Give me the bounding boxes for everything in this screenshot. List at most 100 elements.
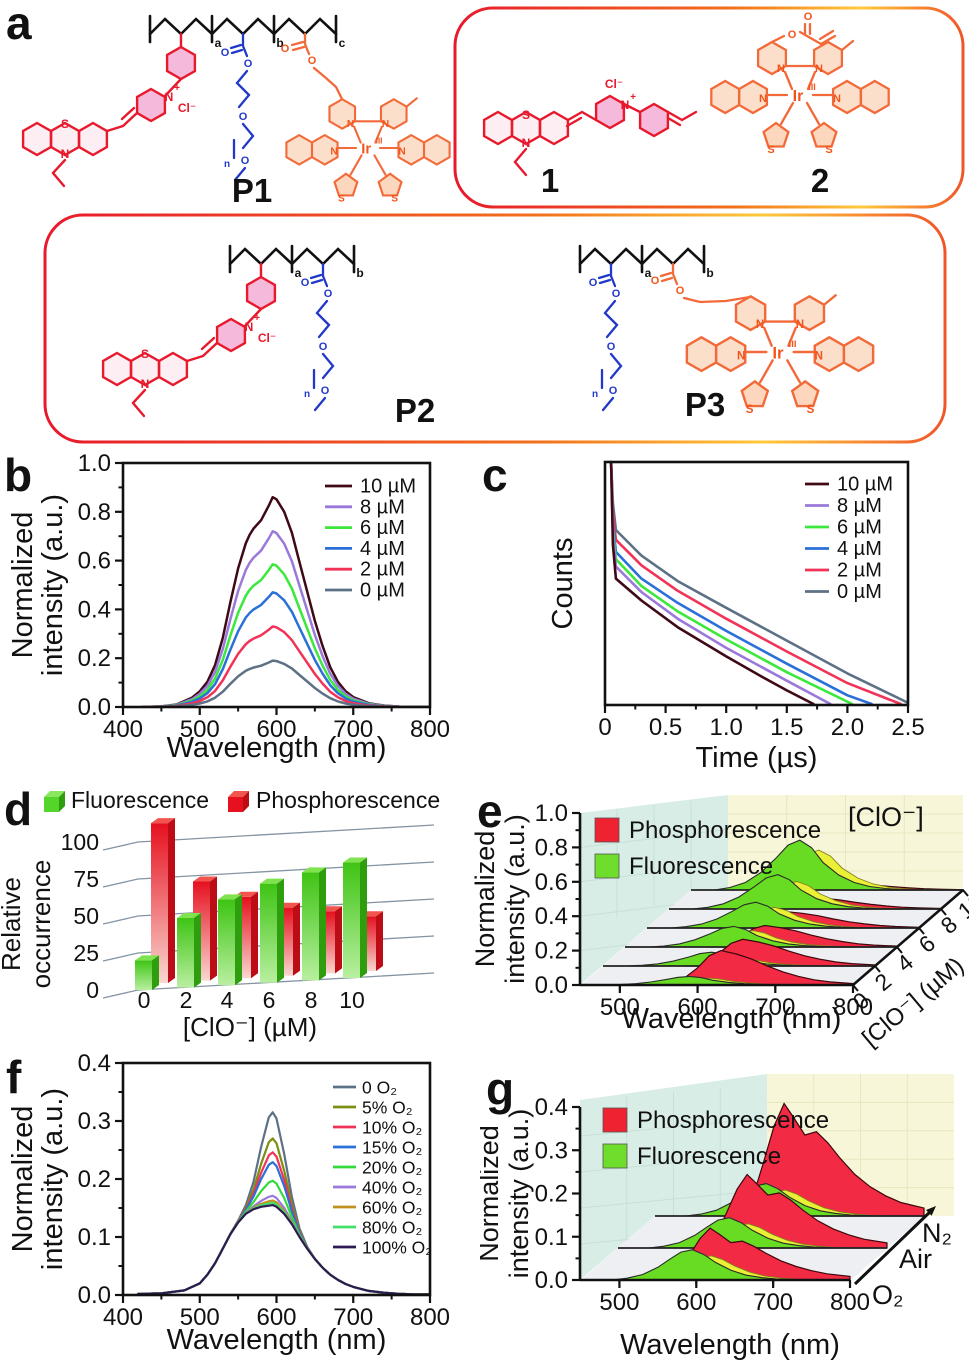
panel-label-a: a bbox=[6, 0, 32, 49]
x-tick-label: 800 bbox=[410, 716, 450, 743]
series-curve-10 µM bbox=[140, 495, 430, 707]
y-tick-label: 0.4 bbox=[78, 596, 111, 623]
bar-top bbox=[343, 857, 367, 863]
y-tick-label: 0.1 bbox=[78, 1224, 111, 1251]
z-tick bbox=[962, 889, 969, 897]
bar-side bbox=[168, 818, 175, 983]
svg-text:P3: P3 bbox=[685, 386, 725, 423]
legend-label: 15% O₂ bbox=[362, 1138, 422, 1158]
z-tick-label: 8 bbox=[936, 911, 963, 939]
panel-label-e: e bbox=[477, 785, 503, 837]
bar-top bbox=[135, 955, 159, 961]
y-tick-label: 0.0 bbox=[535, 972, 568, 999]
svg-text:Cl⁻: Cl⁻ bbox=[605, 77, 623, 91]
y-tick-label: 50 bbox=[73, 903, 99, 929]
y-tick-label: 0.2 bbox=[78, 1166, 111, 1193]
panel-b-emission-chart: 400 500 600 700 800 0.0 0.2 0.4 0.6 0.8 1.0 Wavelen… bbox=[7, 450, 450, 764]
panel-label-f: f bbox=[6, 1051, 22, 1103]
z-tick bbox=[896, 946, 903, 954]
x-axis-title: Wavelength (nm) bbox=[167, 732, 387, 764]
x-axis-title: Wavelength (nm) bbox=[622, 1003, 842, 1035]
series-curve-100% O₂ bbox=[137, 1204, 430, 1295]
y-tick-label: 0.6 bbox=[78, 548, 111, 575]
grid-line bbox=[102, 861, 435, 888]
bar-front-Fluorescence bbox=[302, 872, 319, 981]
legend-swatch bbox=[594, 853, 620, 879]
series-curve-6 µM bbox=[140, 563, 430, 707]
x-tick-label: 2.0 bbox=[831, 714, 864, 741]
x-tick-label: 800 bbox=[410, 1304, 450, 1331]
series-curve-8 µM bbox=[609, 460, 832, 705]
x-tick-label: 400 bbox=[103, 1304, 143, 1331]
panel-label-d: d bbox=[4, 783, 33, 835]
molecule-p3: O O P3 bbox=[578, 244, 873, 423]
x-tick-label: 500 bbox=[599, 1289, 639, 1316]
x-tick-label: 700 bbox=[333, 1304, 373, 1331]
molecule-p2: P2 bbox=[103, 244, 435, 429]
x-tick-label: 700 bbox=[333, 716, 373, 743]
legend-label: Phosphorescence bbox=[256, 787, 440, 813]
series-group bbox=[140, 495, 430, 707]
legend-label: 8 µM bbox=[837, 495, 882, 517]
x-axis-title: Wavelength (nm) bbox=[167, 1324, 387, 1356]
z-axis bbox=[852, 889, 964, 986]
z-tick-label: O₂ bbox=[872, 1280, 903, 1310]
series-curve-0 µM bbox=[140, 659, 430, 707]
molecule-p1: O O P1 bbox=[23, 14, 450, 209]
bar-front-Fluorescence bbox=[177, 918, 194, 988]
series-curve-4 µM bbox=[609, 460, 873, 705]
y-tick-label: 0.6 bbox=[535, 869, 568, 896]
legend-cube-side bbox=[243, 791, 249, 812]
legend-label: 20% O₂ bbox=[362, 1158, 422, 1178]
legend-label: Fluorescence bbox=[71, 787, 209, 813]
z-tick bbox=[918, 927, 925, 935]
y-tick-label: 0.1 bbox=[535, 1224, 568, 1251]
series-curve-4 µM bbox=[140, 591, 430, 707]
svg-text:P2: P2 bbox=[395, 392, 435, 429]
svg-text:O: O bbox=[281, 43, 290, 55]
z-tick-label: 6 bbox=[914, 930, 941, 958]
y-tick-label: 0 bbox=[86, 977, 99, 1003]
bar-side bbox=[194, 913, 201, 988]
bar-top bbox=[302, 867, 326, 873]
x-tick-label: 600 bbox=[256, 1304, 296, 1331]
y-axis-title: intensity (a.u.) bbox=[37, 1088, 69, 1270]
y-tick-label: 0.0 bbox=[78, 1282, 111, 1309]
x-axis-title: Time (µs) bbox=[696, 742, 818, 774]
legend-label: 6 µM bbox=[360, 517, 405, 539]
y-tick-label: 0.4 bbox=[78, 1052, 111, 1077]
legend-label: 10 µM bbox=[360, 476, 416, 498]
legend-label: 0 µM bbox=[360, 580, 405, 602]
bar-top bbox=[177, 913, 201, 919]
legend-cube-top bbox=[44, 791, 65, 797]
bar-front-Phosphorescence bbox=[151, 823, 168, 983]
y-tick-label: 1.0 bbox=[535, 800, 568, 827]
bar-front-Fluorescence bbox=[135, 960, 152, 990]
x-axis-title: [ClO⁻] (µM) bbox=[183, 1012, 317, 1042]
y-tick-label: 0.8 bbox=[535, 834, 568, 861]
legend-label: 2 µM bbox=[837, 560, 882, 582]
legend-label: 6 µM bbox=[837, 517, 882, 539]
legend-label: 8 µM bbox=[360, 496, 405, 518]
bar-front-Fluorescence bbox=[343, 862, 360, 978]
legend-swatch bbox=[602, 1107, 628, 1133]
bar-top bbox=[193, 876, 217, 882]
x-tick-label: 700 bbox=[755, 994, 795, 1021]
y-tick-label: 75 bbox=[73, 866, 99, 892]
panel-e-waterfall-chart: 500 600 700 800 0.0 0.2 0.4 0.6 0.8 1.0 Wavelength… bbox=[470, 795, 969, 1052]
panel-a-structures: N + Cl⁻ S N O O O n O bbox=[0, 6, 965, 444]
bar-front-Fluorescence bbox=[218, 899, 235, 986]
panel-label-c: c bbox=[482, 449, 508, 501]
x-tick-label: 0 bbox=[598, 714, 611, 741]
bar-side bbox=[319, 867, 326, 981]
bar-side bbox=[335, 906, 342, 974]
y-tick-label: 0.4 bbox=[535, 1094, 568, 1121]
bar-top bbox=[260, 878, 284, 884]
legend-label: Fluorescence bbox=[637, 1143, 781, 1170]
x-category-label: 6 bbox=[263, 987, 276, 1013]
series-group bbox=[137, 1111, 430, 1295]
svg-text:O: O bbox=[651, 275, 660, 287]
series-curve-10 µM bbox=[609, 460, 815, 705]
bar-side bbox=[360, 857, 367, 978]
